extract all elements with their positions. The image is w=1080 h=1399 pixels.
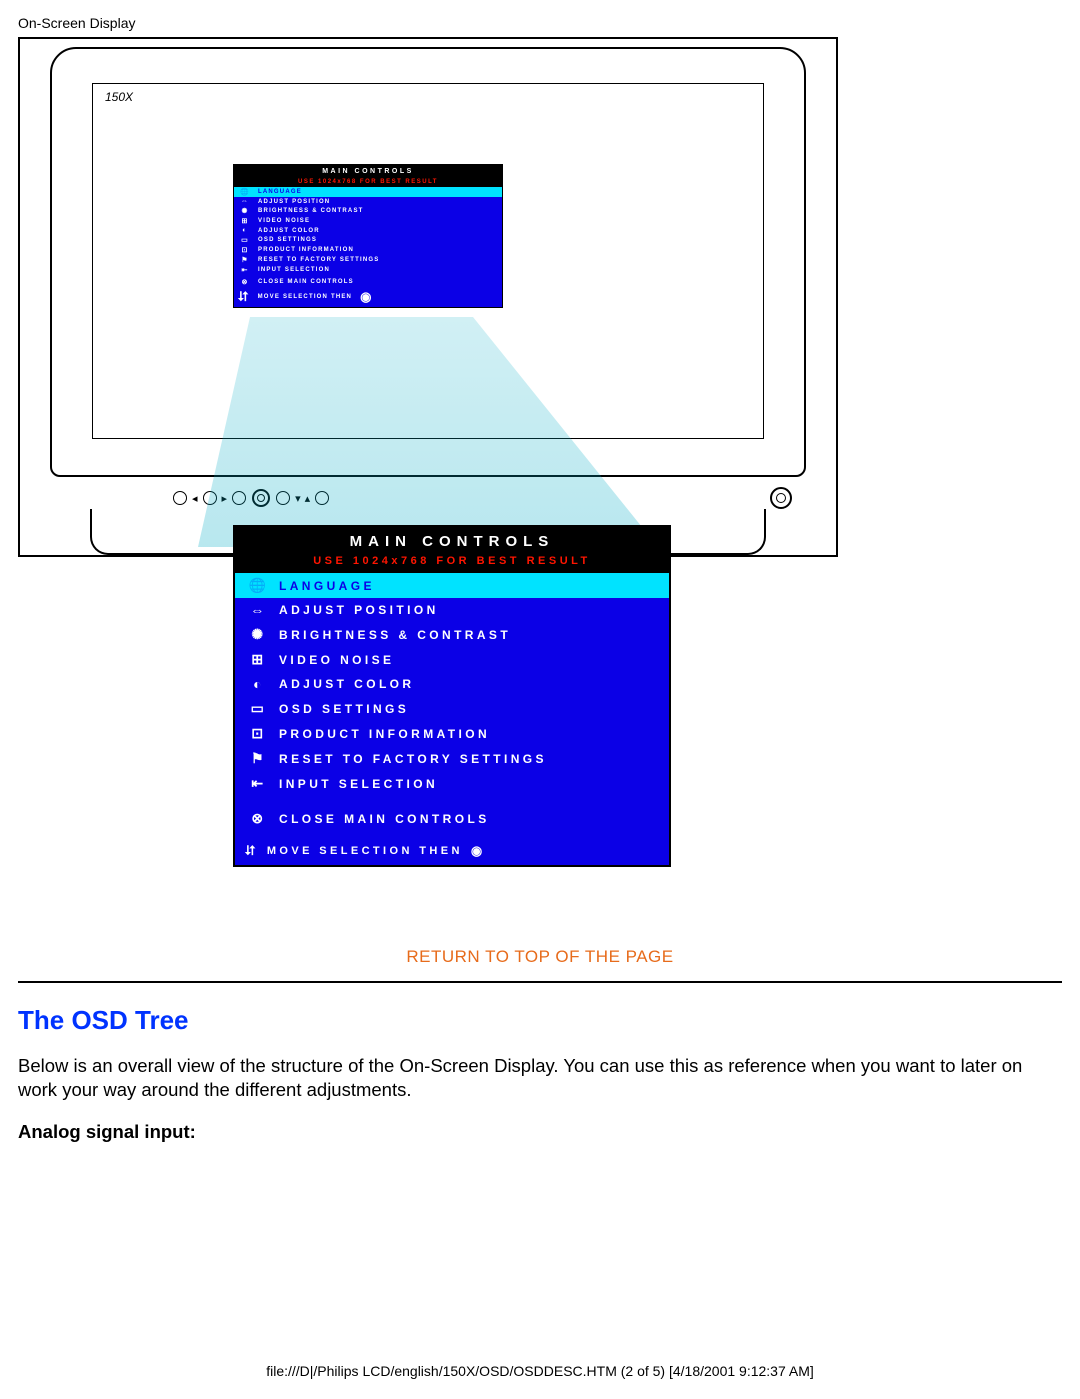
osd-item-label: VIDEO NOISE	[279, 653, 394, 667]
osd-title: MAIN CONTROLS	[235, 527, 669, 555]
small-osd-item-position: ⇔ADJUST POSITION	[234, 197, 502, 206]
close-icon: ⊗	[238, 278, 252, 286]
updown-icon: ⮃	[245, 843, 259, 859]
small-osd-hint: ⮃MOVE SELECTION THEN◉	[234, 287, 502, 307]
osd-body: 🌐 LANGUAGE ⇔ ADJUST POSITION ✺ BRIGHTNES…	[235, 573, 669, 865]
small-osd-item-reset: ⚑RESET TO FACTORY SETTINGS	[234, 255, 502, 265]
monitor-brand-label: 150X	[105, 90, 133, 104]
info-icon: ⊡	[238, 246, 252, 254]
horizontal-rule	[18, 981, 1062, 983]
small-osd-item-osd-settings: ▭OSD SETTINGS	[234, 235, 502, 245]
small-osd-item-close: ⊗CLOSE MAIN CONTROLS	[234, 275, 502, 287]
osd-item-language[interactable]: 🌐 LANGUAGE	[235, 573, 669, 598]
small-osd-title: MAIN CONTROLS	[234, 165, 502, 178]
flag-icon: ⚑	[238, 256, 252, 264]
screen-icon: ▭	[245, 700, 273, 717]
osd-item-label: RESET TO FACTORY SETTINGS	[279, 752, 547, 766]
body-paragraph: Below is an overall view of the structur…	[18, 1054, 1062, 1101]
small-osd-item-product-info: ⊡PRODUCT INFORMATION	[234, 245, 502, 255]
screen-icon: ▭	[238, 236, 252, 244]
section-heading: The OSD Tree	[18, 1005, 1062, 1036]
osd-item-label: ADJUST COLOR	[279, 677, 414, 691]
osd-item-label: BRIGHTNESS & CONTRAST	[279, 628, 511, 642]
osd-hint-bar: ⮃ MOVE SELECTION THEN ◉	[235, 833, 669, 865]
return-to-top-link[interactable]: RETURN TO TOP OF THE PAGE	[406, 947, 673, 966]
ok-icon: ◉	[360, 289, 373, 305]
sun-icon: ✺	[245, 626, 273, 643]
osd-item-label: PRODUCT INFORMATION	[279, 727, 490, 741]
sub-heading: Analog signal input:	[18, 1121, 1062, 1143]
small-osd-body: 🌐LANGUAGE ⇔ADJUST POSITION ✺BRIGHTNESS &…	[234, 187, 502, 307]
globe-icon: 🌐	[245, 577, 273, 594]
updown-icon: ⮃	[238, 289, 250, 305]
small-osd-item-video-noise: ⊞VIDEO NOISE	[234, 216, 502, 226]
osd-item-input-selection[interactable]: ⇤ INPUT SELECTION	[235, 771, 669, 796]
small-osd-menu: MAIN CONTROLS USE 1024x768 FOR BEST RESU…	[233, 164, 503, 308]
monitor-illustration: 150X MAIN CONTROLS USE 1024x768 FOR BEST…	[18, 37, 838, 557]
page-header: On-Screen Display	[18, 15, 1062, 31]
close-icon: ⊗	[245, 810, 273, 827]
globe-icon: 🌐	[238, 188, 252, 196]
color-icon: ◐	[245, 676, 273, 692]
small-osd-resolution-hint: USE 1024x768 FOR BEST RESULT	[234, 178, 502, 187]
osd-item-label: OSD SETTINGS	[279, 702, 409, 716]
sun-icon: ✺	[238, 207, 252, 215]
left-arrow-icon: ◂	[192, 492, 198, 505]
osd-item-product-information[interactable]: ⊡ PRODUCT INFORMATION	[235, 721, 669, 746]
grid-icon: ⊞	[238, 217, 252, 225]
osd-item-osd-settings[interactable]: ▭ OSD SETTINGS	[235, 696, 669, 721]
small-osd-item-color: ◐ADJUST COLOR	[234, 226, 502, 235]
move-icon: ⇔	[238, 198, 252, 205]
large-osd-menu: MAIN CONTROLS USE 1024x768 FOR BEST RESU…	[233, 525, 671, 867]
osd-item-video-noise[interactable]: ⊞ VIDEO NOISE	[235, 647, 669, 672]
osd-item-reset-factory[interactable]: ⚑ RESET TO FACTORY SETTINGS	[235, 746, 669, 771]
info-icon: ⊡	[245, 725, 273, 742]
osd-item-label: LANGUAGE	[279, 579, 375, 593]
footer-file-path: file:///D|/Philips LCD/english/150X/OSD/…	[18, 1363, 1062, 1379]
small-osd-item-input: ⇤INPUT SELECTION	[234, 265, 502, 275]
input-icon: ⇤	[238, 266, 252, 274]
bezel-knob	[173, 491, 187, 505]
color-icon: ◐	[238, 227, 252, 234]
osd-item-label: ADJUST POSITION	[279, 603, 439, 617]
osd-item-close[interactable]: ⊗ CLOSE MAIN CONTROLS	[235, 796, 669, 833]
osd-item-adjust-position[interactable]: ⇔ ADJUST POSITION	[235, 598, 669, 622]
input-icon: ⇤	[245, 775, 273, 792]
ok-icon: ◉	[471, 843, 486, 859]
osd-hint-label: MOVE SELECTION THEN	[267, 845, 463, 857]
return-link-row: RETURN TO TOP OF THE PAGE	[18, 947, 1062, 967]
small-osd-item-language: 🌐LANGUAGE	[234, 187, 502, 197]
osd-resolution-hint: USE 1024x768 FOR BEST RESULT	[235, 555, 669, 573]
osd-item-label: CLOSE MAIN CONTROLS	[279, 812, 490, 826]
move-icon: ⇔	[245, 602, 273, 618]
grid-icon: ⊞	[245, 651, 273, 668]
osd-item-adjust-color[interactable]: ◐ ADJUST COLOR	[235, 672, 669, 696]
flag-icon: ⚑	[245, 750, 273, 767]
osd-item-label: INPUT SELECTION	[279, 777, 438, 791]
power-button-icon	[770, 487, 792, 509]
osd-item-brightness-contrast[interactable]: ✺ BRIGHTNESS & CONTRAST	[235, 622, 669, 647]
small-osd-item-brightness: ✺BRIGHTNESS & CONTRAST	[234, 206, 502, 216]
